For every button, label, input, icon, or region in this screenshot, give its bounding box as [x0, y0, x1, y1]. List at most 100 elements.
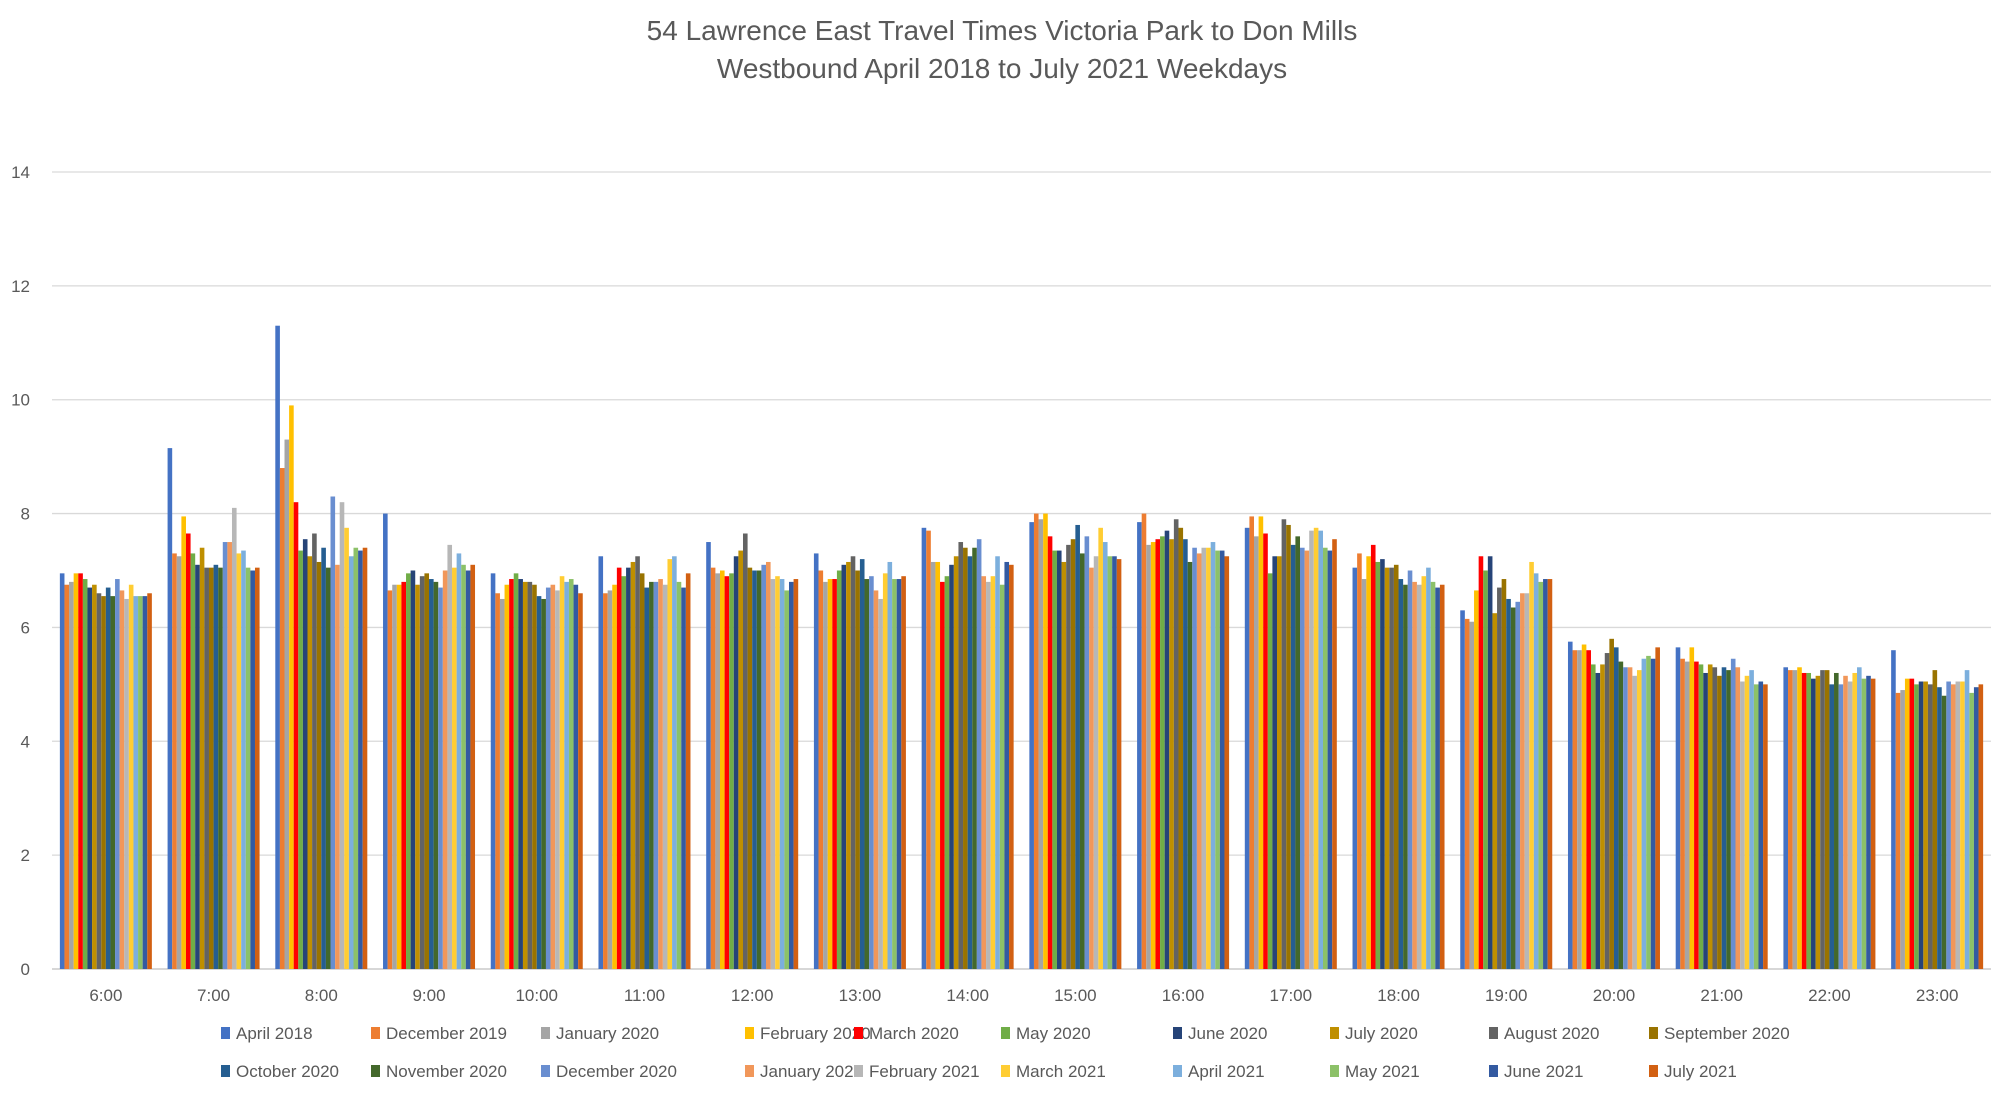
bar — [710, 567, 716, 969]
bar — [1300, 547, 1305, 969]
bar — [555, 590, 560, 969]
bar — [626, 567, 631, 969]
bar — [1744, 675, 1750, 969]
y-tick-label: 10 — [11, 391, 30, 410]
bar — [1613, 647, 1619, 969]
bar — [864, 579, 870, 969]
bar — [1061, 561, 1067, 969]
bar — [940, 581, 945, 969]
bar — [1520, 593, 1525, 969]
legend-swatch — [1649, 1065, 1658, 1077]
bar — [1703, 672, 1708, 969]
bar — [639, 573, 645, 969]
x-tick-label: 10:00 — [515, 986, 558, 1005]
bar — [1183, 539, 1188, 969]
bar — [442, 570, 448, 969]
bar — [1112, 556, 1117, 969]
bar — [1038, 519, 1044, 969]
bar — [1730, 658, 1736, 969]
bar — [1277, 556, 1282, 969]
bar — [1290, 544, 1296, 969]
bar — [1403, 584, 1408, 969]
bar — [1694, 661, 1699, 969]
bar — [181, 516, 186, 969]
bar — [953, 556, 959, 969]
bar — [1254, 536, 1259, 969]
bar — [470, 564, 476, 969]
bar — [1586, 650, 1591, 969]
bar — [676, 581, 682, 969]
bar — [747, 567, 753, 969]
bar — [568, 579, 574, 969]
bar — [1950, 684, 1956, 969]
bar — [429, 579, 434, 969]
legend-label: June 2020 — [1188, 1024, 1267, 1043]
bar — [307, 556, 313, 969]
legend-label: April 2018 — [236, 1024, 313, 1043]
bar — [653, 581, 659, 969]
bar — [1219, 550, 1225, 969]
bar — [1675, 647, 1681, 969]
bar — [573, 584, 579, 969]
x-tick-label: 11:00 — [624, 986, 665, 1005]
bar — [738, 550, 743, 969]
chart-title-line-1: 54 Lawrence East Travel Times Victoria P… — [647, 15, 1358, 46]
legend-label: July 2020 — [1345, 1024, 1418, 1043]
legend-label: February 2020 — [760, 1024, 871, 1043]
bar — [1834, 672, 1839, 969]
bar — [199, 547, 205, 969]
bar — [756, 570, 762, 969]
bar — [133, 596, 139, 969]
bar — [298, 550, 303, 969]
bar — [1206, 547, 1211, 969]
bar — [330, 496, 336, 969]
bar — [1932, 670, 1938, 969]
bar — [1590, 664, 1596, 969]
bar — [869, 576, 874, 969]
bar — [775, 576, 780, 969]
x-tick-label: 14:00 — [946, 986, 989, 1005]
bar — [706, 542, 711, 969]
bar — [101, 596, 106, 969]
legend-item: June 2021 — [1489, 1062, 1583, 1081]
bar — [1595, 672, 1601, 969]
bar — [452, 567, 457, 969]
bar — [1056, 550, 1062, 969]
legend-item: February 2020 — [745, 1024, 871, 1043]
bar — [827, 579, 833, 969]
bar — [765, 561, 771, 969]
x-tick-label: 16:00 — [1162, 986, 1205, 1005]
bar — [990, 576, 996, 969]
bar — [896, 579, 902, 969]
bar — [185, 533, 191, 969]
bar — [1918, 681, 1924, 969]
bar — [1815, 675, 1821, 969]
bar — [1717, 675, 1722, 969]
bar — [1740, 681, 1745, 969]
bar — [1547, 579, 1553, 969]
legend-item: July 2020 — [1330, 1024, 1418, 1043]
y-tick-label: 12 — [11, 277, 30, 296]
bar — [981, 576, 987, 969]
bar — [1393, 564, 1399, 969]
bar — [536, 596, 542, 969]
bar — [1160, 536, 1165, 969]
legend-label: November 2020 — [386, 1062, 507, 1081]
bar — [392, 584, 397, 969]
bar — [362, 547, 368, 969]
bar — [850, 556, 856, 969]
legend-item: May 2020 — [1001, 1024, 1091, 1043]
bar — [681, 587, 686, 969]
y-tick-label: 2 — [21, 846, 30, 865]
bar — [1783, 667, 1789, 969]
legend-label: December 2020 — [556, 1062, 677, 1081]
bar — [823, 581, 828, 969]
bar — [1286, 524, 1291, 969]
bar — [1857, 667, 1862, 969]
bar — [289, 405, 294, 970]
legend-label: January 2020 — [556, 1024, 659, 1043]
bar — [321, 547, 326, 969]
bar — [1295, 536, 1301, 969]
bar — [1141, 513, 1147, 969]
bar — [1407, 570, 1413, 969]
